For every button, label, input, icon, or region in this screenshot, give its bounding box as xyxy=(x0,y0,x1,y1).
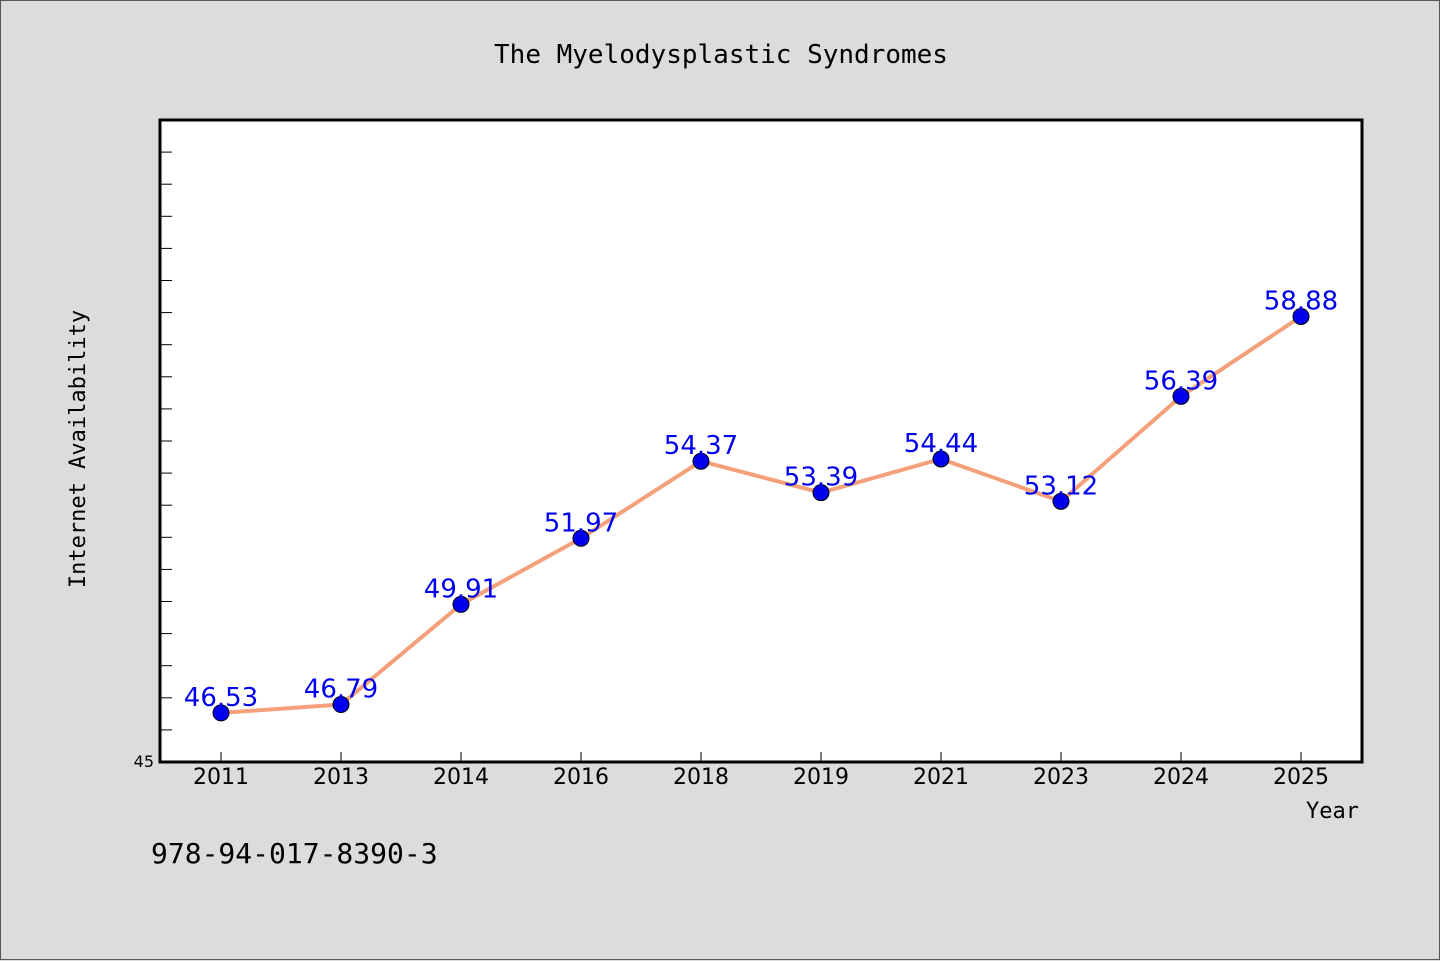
data-label: 53.39 xyxy=(784,463,858,493)
x-tick-label: 2019 xyxy=(793,765,849,790)
x-tick-label: 2021 xyxy=(913,765,969,790)
x-tick-label: 2011 xyxy=(193,765,249,790)
data-point xyxy=(332,696,350,714)
data-point xyxy=(212,704,230,722)
data-point xyxy=(932,450,950,468)
data-label: 53.12 xyxy=(1024,471,1098,501)
data-label: 46.53 xyxy=(184,683,258,713)
y-tick-label: 45 xyxy=(134,752,154,771)
plot-area xyxy=(158,118,1364,764)
series-line xyxy=(220,314,1303,715)
data-point xyxy=(812,484,830,502)
data-point xyxy=(452,595,470,613)
chart-title: The Myelodysplastic Syndromes xyxy=(494,40,948,70)
x-axis-label: Year xyxy=(1306,799,1359,824)
data-label: 58.88 xyxy=(1264,286,1338,316)
data-point xyxy=(1052,492,1070,510)
data-label: 49.91 xyxy=(424,574,498,604)
x-tick-label: 2013 xyxy=(313,765,369,790)
x-tick-label: 2018 xyxy=(673,765,729,790)
data-point xyxy=(1292,307,1310,325)
data-point xyxy=(1172,387,1190,405)
data-label: 46.79 xyxy=(304,675,378,705)
isbn-text: 978-94-017-8390-3 xyxy=(151,837,438,870)
x-tick-label: 2016 xyxy=(553,765,609,790)
data-label: 54.37 xyxy=(664,431,738,461)
data-label: 54.44 xyxy=(904,429,978,459)
data-point xyxy=(572,529,590,547)
y-axis-ticks xyxy=(160,151,172,731)
x-tick-label: 2014 xyxy=(433,765,489,790)
data-point xyxy=(692,452,710,470)
x-tick-label: 2023 xyxy=(1033,765,1089,790)
series-layer: 46.53 46.79 49.91 51.97 54.37 53.39 54.44 53.12… xyxy=(184,286,1338,722)
y-axis-label: Internet Availability xyxy=(66,310,91,588)
x-tick-label: 2025 xyxy=(1273,765,1329,790)
x-tick-label: 2024 xyxy=(1153,765,1209,790)
data-label: 51.97 xyxy=(544,508,618,538)
x-axis-ticks: 2011 2013 2014 2016 2018 2019 2021 2023 2024 2025 xyxy=(193,752,1329,790)
data-label: 56.39 xyxy=(1144,366,1218,396)
